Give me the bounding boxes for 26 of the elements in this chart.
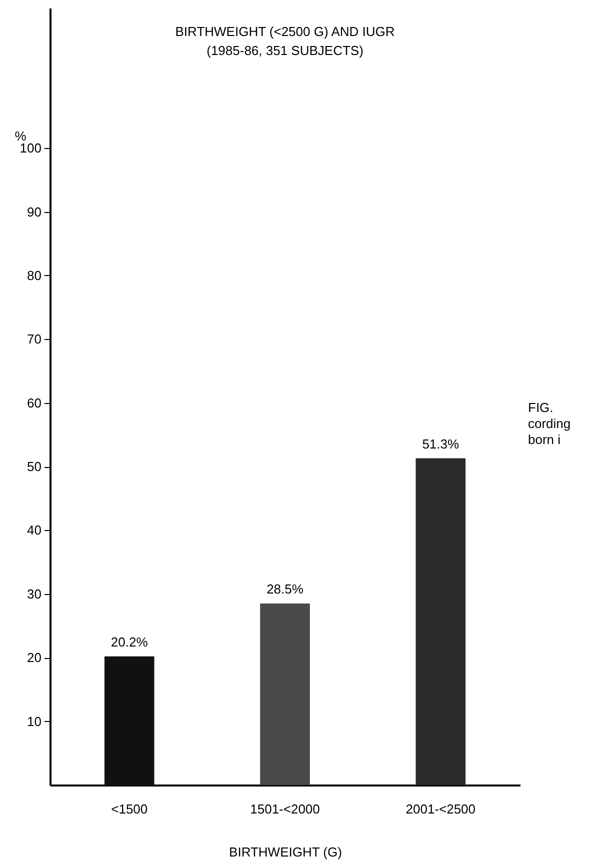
- x-tick-label: <1500: [111, 802, 148, 816]
- x-tick-label: 1501-<2000: [250, 802, 320, 816]
- y-axis-title: %: [14, 128, 27, 144]
- data-label: 51.3%: [422, 436, 460, 452]
- y-tick-label: 30: [27, 586, 42, 602]
- data-label: 20.2%: [110, 634, 148, 650]
- data-label: 28.5%: [266, 581, 304, 596]
- y-tick-label: 100: [20, 140, 42, 156]
- bar: [260, 603, 310, 785]
- y-tick-label: 20: [27, 650, 42, 666]
- text: BIRTHWEIGHT (<2500 G) AND IUGR: [175, 24, 395, 39]
- y-tick-label: 50: [27, 459, 42, 474]
- text: (1985-86, 351 SUBJECTS): [206, 43, 364, 58]
- y-tick-label: 40: [27, 522, 42, 538]
- bar: [416, 458, 466, 785]
- y-tick-label: 10: [27, 714, 42, 729]
- x-tick-label: 2001-<2500: [406, 802, 476, 816]
- y-tick-label: 90: [27, 204, 42, 220]
- y-tick-label: 70: [27, 332, 42, 347]
- text: cording: [528, 416, 571, 431]
- y-tick-label: 60: [27, 395, 42, 410]
- x-axis-title: BIRTHWEIGHT (G): [229, 844, 342, 860]
- bar: [104, 656, 154, 785]
- text: born i: [528, 432, 561, 447]
- text: FIG.: [528, 400, 554, 415]
- y-tick-label: 80: [27, 268, 42, 283]
